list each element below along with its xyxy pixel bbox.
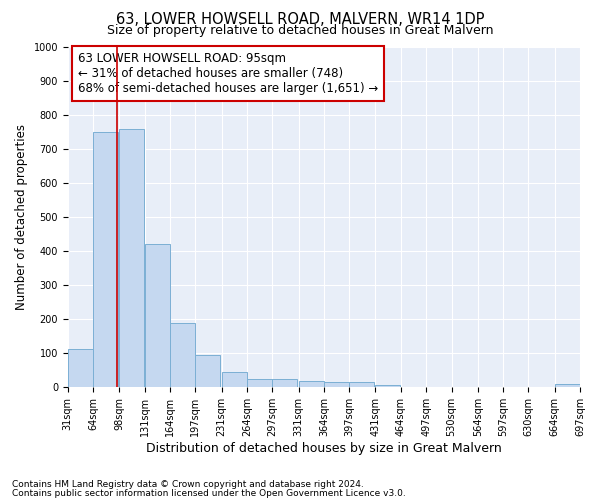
- Text: 63 LOWER HOWSELL ROAD: 95sqm
← 31% of detached houses are smaller (748)
68% of s: 63 LOWER HOWSELL ROAD: 95sqm ← 31% of de…: [78, 52, 378, 94]
- Bar: [349, 382, 374, 388]
- Bar: [119, 130, 145, 388]
- Bar: [170, 322, 195, 388]
- Bar: [376, 384, 400, 388]
- Bar: [221, 372, 247, 388]
- Bar: [324, 382, 349, 388]
- Bar: [299, 381, 323, 388]
- X-axis label: Distribution of detached houses by size in Great Malvern: Distribution of detached houses by size …: [146, 442, 502, 455]
- Bar: [68, 349, 93, 388]
- Text: 63, LOWER HOWSELL ROAD, MALVERN, WR14 1DP: 63, LOWER HOWSELL ROAD, MALVERN, WR14 1D…: [116, 12, 484, 28]
- Y-axis label: Number of detached properties: Number of detached properties: [15, 124, 28, 310]
- Bar: [196, 354, 220, 388]
- Text: Contains HM Land Registry data © Crown copyright and database right 2024.: Contains HM Land Registry data © Crown c…: [12, 480, 364, 489]
- Bar: [93, 132, 118, 388]
- Bar: [554, 384, 580, 388]
- Bar: [145, 244, 170, 388]
- Bar: [272, 379, 298, 388]
- Bar: [247, 379, 272, 388]
- Text: Contains public sector information licensed under the Open Government Licence v3: Contains public sector information licen…: [12, 489, 406, 498]
- Text: Size of property relative to detached houses in Great Malvern: Size of property relative to detached ho…: [107, 24, 493, 37]
